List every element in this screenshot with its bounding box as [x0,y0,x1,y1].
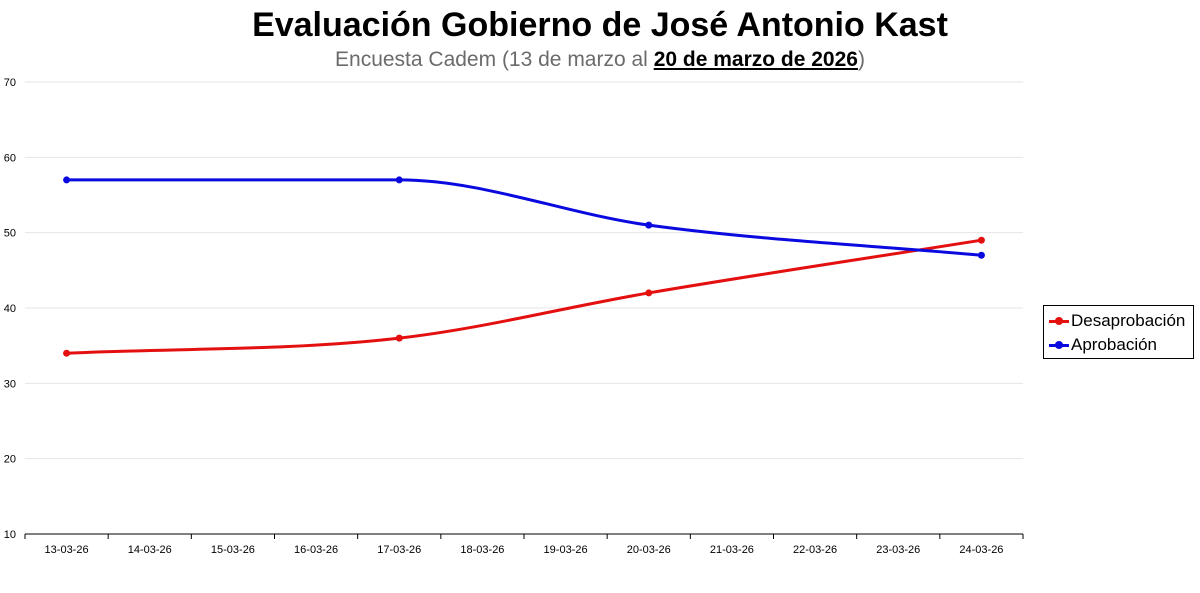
data-point-desaprobacion-13-03-26 [63,349,71,357]
legend: Desaprobación Aprobación [1043,305,1194,359]
y-tick-label-70: 70 [4,77,16,89]
y-tick-label-20: 20 [4,454,16,466]
data-point-aprobacion-20-03-26 [645,221,653,229]
series-line-desaprobacion [66,238,982,355]
data-point-desaprobacion-20-03-26 [645,289,653,297]
legend-swatch-desaprobacion [1049,315,1069,327]
x-tick-label-21-03-26: 21-03-26 [710,544,754,556]
legend-label-desaprobacion: Desaprobación [1071,311,1186,330]
legend-item-aprobacion[interactable]: Aprobación [1044,333,1193,357]
gridlines [25,81,1023,460]
x-tick-label-24-03-26: 24-03-26 [959,544,1003,556]
x-tick-label-19-03-26: 19-03-26 [544,544,588,556]
x-tick-label-14-03-26: 14-03-26 [128,544,172,556]
subtitle-prefix: Encuesta Cadem (13 de marzo al [335,48,654,71]
chart-subtitle: Encuesta Cadem (13 de marzo al 20 de mar… [0,48,1200,72]
legend-dot-aprobacion [1055,341,1063,349]
x-tick-label-16-03-26: 16-03-26 [294,544,338,556]
y-axis: 10 20 30 40 50 60 70 [4,77,16,541]
x-tick-label-22-03-26: 22-03-26 [793,544,837,556]
subtitle-suffix: ) [857,48,865,71]
data-point-aprobacion-24-03-26 [977,251,985,259]
x-axis: 13-03-26 14-03-26 15-03-26 16-03-26 17-03-26… [24,533,1024,556]
x-tick-label-17-03-26: 17-03-26 [377,544,421,556]
y-tick-label-30: 30 [4,378,16,390]
y-tick-label-50: 50 [4,228,16,240]
chart-title: Evaluación Gobierno de José Antonio Kast [252,6,948,44]
legend-label-aprobacion: Aprobación [1071,335,1158,354]
series-line-aprobacion [66,178,982,257]
legend-swatch-aprobacion [1049,339,1069,351]
legend-item-desaprobacion[interactable]: Desaprobación [1044,309,1193,333]
data-point-aprobacion-17-03-26 [395,176,403,184]
data-point-desaprobacion-17-03-26 [395,334,403,342]
x-tick-label-15-03-26: 15-03-26 [211,544,255,556]
subtitle-date: 20 de marzo de 2026 [653,48,858,71]
series-layer [63,176,985,357]
data-point-desaprobacion-24-03-26 [977,236,985,244]
y-tick-label-10: 10 [4,529,16,541]
y-tick-label-60: 60 [4,152,16,164]
data-point-aprobacion-13-03-26 [63,176,71,184]
x-tick-label-13-03-26: 13-03-26 [45,544,89,556]
x-tick-label-20-03-26: 20-03-26 [627,544,671,556]
legend-dot-desaprobacion [1055,317,1063,325]
x-tick-label-23-03-26: 23-03-26 [876,544,920,556]
x-tick-label-18-03-26: 18-03-26 [460,544,504,556]
y-tick-label-40: 40 [4,303,16,315]
